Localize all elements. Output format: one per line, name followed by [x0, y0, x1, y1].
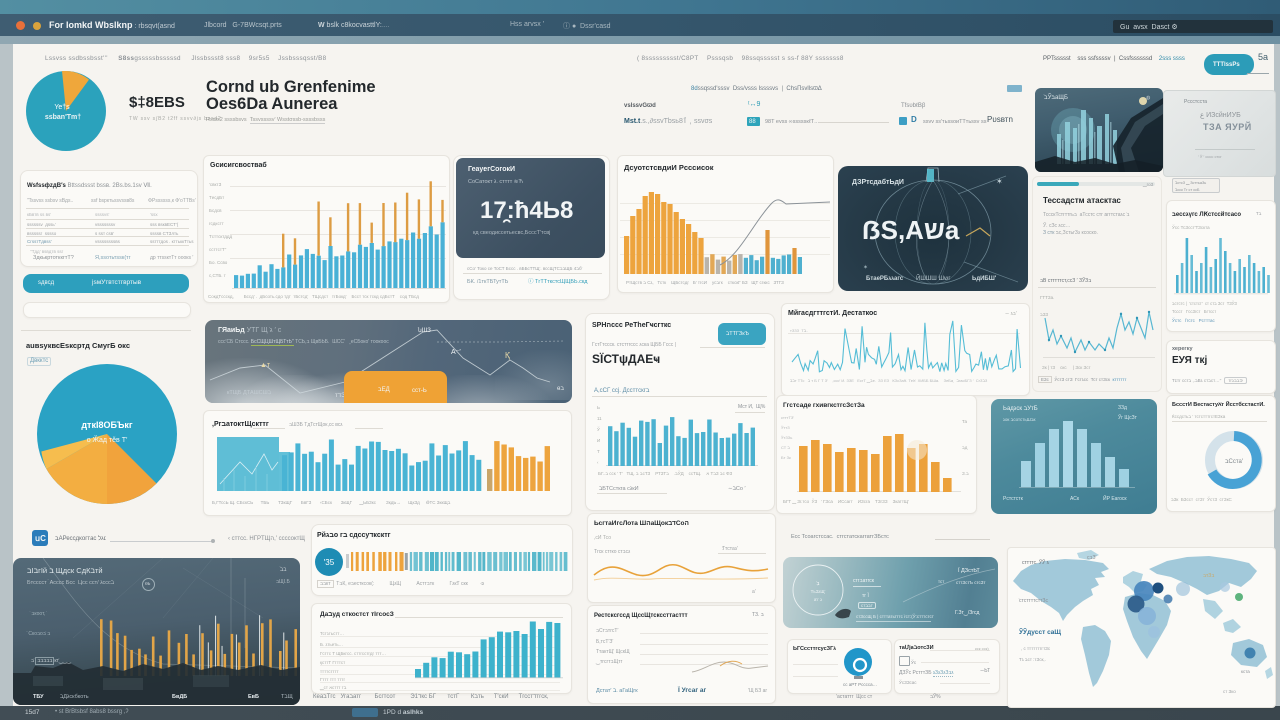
- svg-text:ст Зко: ст Зко: [1223, 689, 1236, 694]
- svg-text:а′г ג: а′г ג: [814, 597, 822, 602]
- svg-text:кста: кста: [1241, 669, 1250, 674]
- svg-text:TьЗגЩ′: TьЗגЩ′: [811, 589, 826, 594]
- svg-text:בСста′: בСста′: [1225, 459, 1244, 465]
- svg-text:сבЗ′: сבЗ′: [1087, 555, 1097, 561]
- svg-text:ֿבׅ: ֿבׅ: [816, 581, 820, 587]
- svg-text:בтЗב: בтЗב: [1203, 573, 1214, 579]
